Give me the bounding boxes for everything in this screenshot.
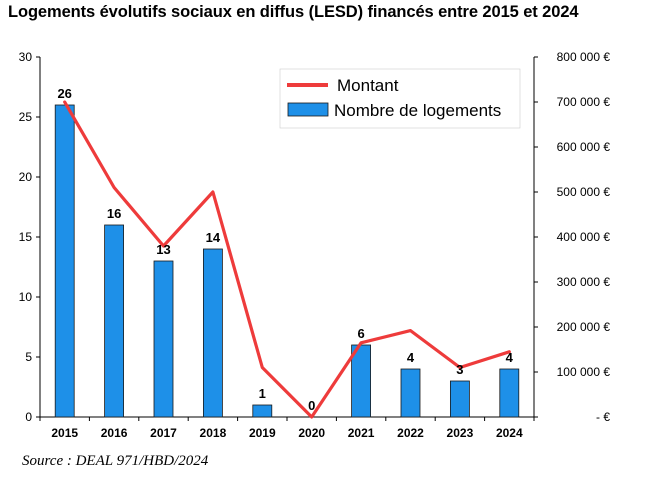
data-label-2022: 4: [407, 350, 415, 365]
right-tick-label: 300 000 €: [557, 275, 611, 289]
right-axis: - € 100 000 € 200 000 € 300 000 € 400 000 € 5…: [534, 50, 610, 424]
bar-2019: [252, 404, 273, 418]
right-tick-label: 600 000 €: [557, 140, 611, 154]
data-label-2016: 16: [107, 206, 121, 221]
montant-line: [63, 100, 511, 419]
right-tick-label: 400 000 €: [557, 230, 611, 244]
data-label-2015: 26: [57, 86, 71, 101]
x-axis: 2015 2016 2017 2018 2019 2020 2021 2022 2023 2024: [39, 417, 535, 440]
data-label-2018: 14: [206, 230, 221, 245]
line-series: [63, 100, 511, 419]
data-label-2024: 4: [506, 350, 514, 365]
data-label-2019: 1: [259, 386, 266, 401]
x-tick-label-2019: 2019: [249, 426, 276, 440]
source-note: Source : DEAL 971/HBD/2024: [22, 453, 209, 469]
left-tick-label: 25: [19, 110, 33, 124]
bar-2023: [449, 380, 470, 418]
x-tick-label-2015: 2015: [51, 426, 78, 440]
right-tick-label: 500 000 €: [557, 185, 611, 199]
bar-2015: [54, 104, 75, 418]
left-tick-label: 15: [19, 230, 33, 244]
legend-montant-label: Montant: [337, 76, 399, 95]
left-tick-label: 0: [25, 410, 32, 424]
bar-2017: [153, 260, 174, 418]
data-label-2020: 0: [308, 398, 315, 413]
data-label-2023: 3: [456, 362, 463, 377]
x-tick-label-2024: 2024: [496, 426, 523, 440]
bar-2021: [351, 344, 372, 418]
bar-2024: [499, 368, 520, 418]
left-tick-label: 10: [19, 290, 33, 304]
bar-2022: [400, 368, 421, 418]
left-tick-label: 30: [19, 50, 33, 64]
x-tick-label-2022: 2022: [397, 426, 424, 440]
bar-2018: [202, 248, 223, 418]
x-tick-label-2018: 2018: [200, 426, 227, 440]
left-axis: 0 5 10 15 20 25 30: [19, 50, 40, 424]
right-tick-label: 800 000 €: [557, 50, 611, 64]
x-tick-label-2016: 2016: [101, 426, 128, 440]
legend-logements-label: Nombre de logements: [334, 101, 501, 120]
right-tick-label: 100 000 €: [557, 365, 611, 379]
x-tick-label-2023: 2023: [447, 426, 474, 440]
bar-series: [54, 104, 520, 418]
right-tick-label: - €: [596, 410, 610, 424]
chart-title: Logements évolutifs sociaux en diffus (L…: [8, 3, 579, 21]
data-label-2017: 13: [156, 242, 170, 257]
right-tick-label: 200 000 €: [557, 320, 611, 334]
left-tick-label: 20: [19, 170, 33, 184]
x-tick-label-2021: 2021: [348, 426, 375, 440]
legend: Montant Nombre de logements: [279, 68, 521, 129]
x-tick-label-2020: 2020: [298, 426, 325, 440]
bar-2016: [104, 224, 124, 418]
legend-box: [279, 68, 521, 129]
right-tick-label: 700 000 €: [557, 95, 611, 109]
data-label-2021: 6: [357, 326, 364, 341]
left-tick-label: 5: [25, 350, 32, 364]
x-tick-label-2017: 2017: [150, 426, 177, 440]
legend-logements-swatch: [287, 102, 329, 117]
